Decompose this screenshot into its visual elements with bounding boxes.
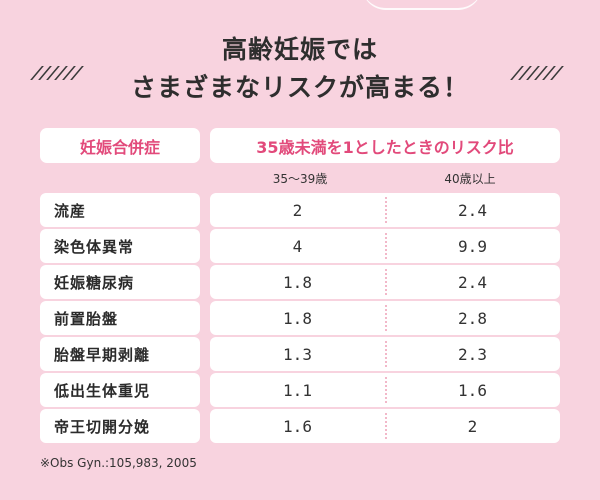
table-row: 1.8 2.8 xyxy=(210,301,560,335)
value-35-39: 1.3 xyxy=(283,344,312,364)
table-row: 4 9.9 xyxy=(210,229,560,263)
value-40-plus: 9.9 xyxy=(458,236,487,256)
value-40-plus: 2.8 xyxy=(458,308,487,328)
subheader-40-plus: 40歳以上 xyxy=(444,172,496,186)
value-40-plus: 1.6 xyxy=(458,380,487,400)
row-label: 染色体異常 xyxy=(40,229,200,263)
hatch-decoration-left xyxy=(30,66,88,80)
row-label: 低出生体重児 xyxy=(40,373,200,407)
value-35-39: 1.1 xyxy=(283,380,312,400)
title-line-1: 高齢妊娠では xyxy=(221,35,378,64)
table-row: 1.8 2.4 xyxy=(210,265,560,299)
value-40-plus: 2.4 xyxy=(458,200,487,220)
column-divider xyxy=(385,413,387,439)
column-divider xyxy=(385,377,387,403)
table-row: 1.3 2.3 xyxy=(210,337,560,371)
value-35-39: 4 xyxy=(292,236,303,256)
column-divider xyxy=(385,341,387,367)
row-label: 妊娠糖尿病 xyxy=(40,265,200,299)
row-label: 帝王切開分娩 xyxy=(40,409,200,443)
decorative-curve xyxy=(362,0,482,10)
value-35-39: 1.8 xyxy=(283,272,312,292)
table-row: 2 2.4 xyxy=(210,193,560,227)
column-divider xyxy=(385,197,387,223)
value-40-plus: 2.4 xyxy=(458,272,487,292)
value-35-39: 1.6 xyxy=(283,416,312,436)
column-divider xyxy=(385,233,387,259)
value-35-39: 1.8 xyxy=(283,308,312,328)
subheader-35-39: 35～39歳 xyxy=(272,172,328,186)
value-40-plus: 2.3 xyxy=(458,344,487,364)
table-row: 1.6 2 xyxy=(210,409,560,443)
row-label: 前置胎盤 xyxy=(40,301,200,335)
hatch-decoration-right xyxy=(510,66,568,80)
column-divider xyxy=(385,305,387,331)
title: 高齢妊娠では さまざまなリスクが高まる！ xyxy=(0,32,600,106)
row-label: 胎盤早期剥離 xyxy=(40,337,200,371)
value-40-plus: 2 xyxy=(467,416,478,436)
footnote-citation: ※Obs Gyn.:105,983, 2005 xyxy=(40,456,197,470)
table-row: 1.1 1.6 xyxy=(210,373,560,407)
title-line-2: さまざまなリスクが高まる！ xyxy=(130,73,469,102)
value-35-39: 2 xyxy=(292,200,303,220)
header-risk-ratio: 35歳未満を1としたときのリスク比 xyxy=(210,128,560,163)
column-divider xyxy=(385,269,387,295)
header-complication: 妊娠合併症 xyxy=(40,128,200,163)
row-label: 流産 xyxy=(40,193,200,227)
